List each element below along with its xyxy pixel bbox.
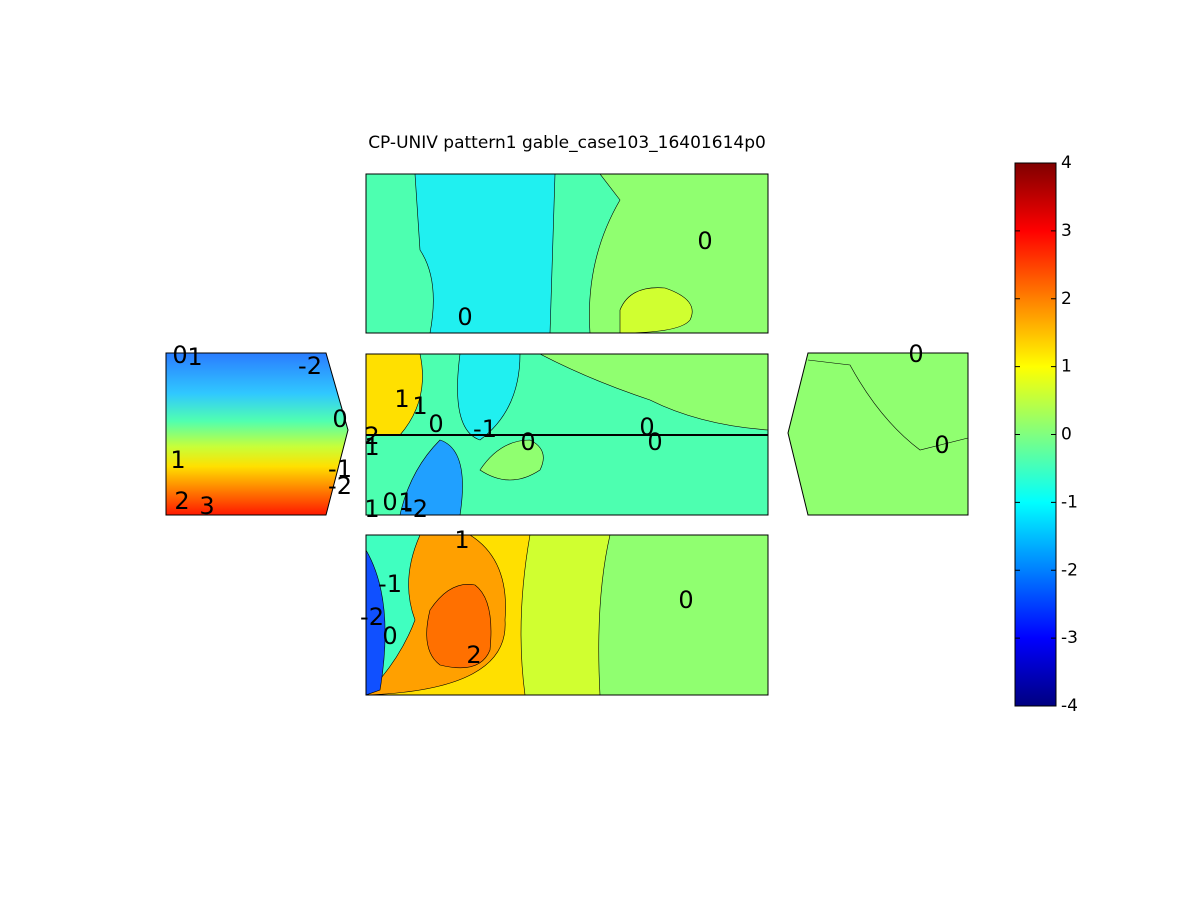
contour-label: 1 [398,488,413,516]
contour-label: -2 [360,603,384,631]
contour-label: -2 [298,352,322,380]
colorbar-tick-label: -4 [1061,696,1078,716]
contour-label: 0 [639,413,654,441]
contour-label: 0 [172,341,187,369]
contour-label: 1 [412,392,427,420]
contour-label: -2 [328,472,352,500]
contour-label: 0 [678,586,693,614]
chart-title: CP-UNIV pattern1 gable_case103_16401614p… [368,133,766,153]
colorbar-tick-label: 2 [1061,289,1072,309]
colorbar-tick-label: 0 [1061,425,1072,445]
contour-label: 0 [382,488,397,516]
colorbar-tick-label: -1 [1061,492,1078,512]
contour-label: -1 [473,415,497,443]
colorbar-tick-label: 4 [1061,153,1072,173]
contour-label: 0 [332,405,347,433]
panel-frame [365,353,769,516]
contour-label: 0 [457,303,472,331]
contour-label: 1 [364,433,379,461]
panel-frame [365,173,769,334]
contour-label: 0 [647,428,662,456]
panel-middle [366,354,768,515]
panel-frame [365,534,769,696]
colorbar [1014,162,1057,707]
contour-label: -1 [328,455,352,483]
colorbar-tick-label: 3 [1061,221,1072,241]
panel-left [165,352,349,516]
contour-label: 0 [908,340,923,368]
contour-label: 3 [199,492,214,520]
panel-bottom [366,535,768,695]
contour-label: 0 [520,428,535,456]
panel-right [787,352,969,516]
colorbar-tick-label: -3 [1061,628,1078,648]
contour-label: 1 [187,343,202,371]
contour-label: -1 [378,570,402,598]
contour-label: 0 [697,227,712,255]
panel-top [366,174,768,333]
colorbar-tick-label: 1 [1061,357,1072,377]
contour-label: 1 [454,526,469,554]
contour-line [807,359,969,451]
colorbar-tick-label: -2 [1061,560,1078,580]
contour-label: 2 [174,487,189,515]
contour-label: 1 [170,446,185,474]
contour-label: 0 [934,431,949,459]
contour-label: -2 [404,495,428,523]
contour-label: 2 [466,641,481,669]
contour-label: 0 [382,622,397,650]
contour-label: 0 [428,410,443,438]
contour-label: 1 [394,385,409,413]
contour-label: 1 [364,495,379,523]
contour-label: 2 [364,422,379,450]
